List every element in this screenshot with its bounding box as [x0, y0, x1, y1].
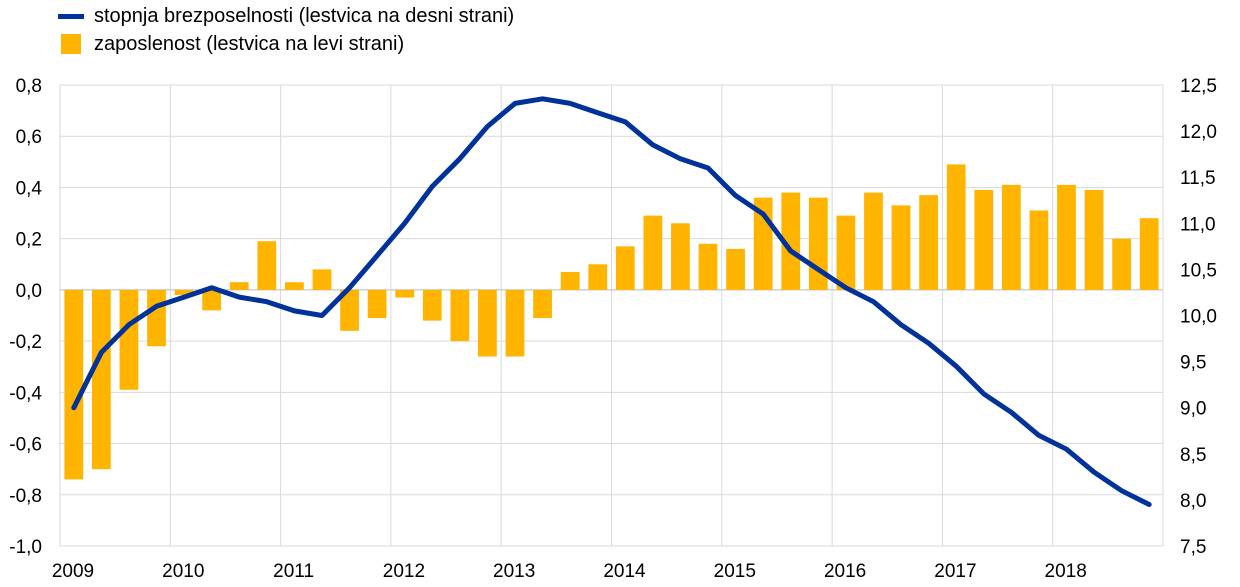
left-tick-label: -0,8 — [9, 486, 42, 507]
employment-bar — [1029, 210, 1049, 290]
left-tick-label: 0,2 — [16, 230, 42, 251]
right-tick-label: 8,5 — [1180, 445, 1206, 466]
employment-bar — [836, 215, 856, 290]
x-tick-label: 2010 — [162, 561, 204, 582]
left-tick-label: -1,0 — [9, 537, 42, 558]
employment-bar — [533, 289, 552, 319]
x-tick-label: 2016 — [824, 561, 866, 582]
right-tick-label: 10,0 — [1180, 307, 1217, 328]
employment-bar — [946, 164, 966, 290]
employment-bar — [698, 243, 718, 290]
employment-bar — [340, 289, 359, 331]
employment-bar — [285, 282, 304, 290]
employment-bar — [119, 289, 139, 390]
employment-bar — [974, 190, 994, 290]
legend-item-unemployment: stopnja brezposelnosti (lestvica na desn… — [58, 2, 514, 30]
employment-bar — [919, 195, 938, 290]
employment-bar — [229, 282, 249, 290]
left-tick-label: 0,4 — [16, 178, 43, 199]
employment-bar — [891, 205, 911, 290]
axis-layer: -1,0 -0,8 -0,6 -0,4 -0,2 0,0 0,2 0,4 0,6 0,8 7,5 8,… — [9, 76, 1217, 582]
employment-bar — [395, 289, 415, 298]
x-tick-label: 2013 — [493, 561, 535, 582]
right-tick-label: 9,0 — [1180, 399, 1206, 420]
legend-label-unemployment: stopnja brezposelnosti (lestvica na desn… — [94, 4, 515, 27]
left-tick-label: -0,4 — [9, 383, 42, 404]
legend-line-swatch — [58, 13, 84, 19]
legend-bar-swatch — [61, 34, 81, 54]
employment-bar — [505, 289, 525, 357]
employment-bar — [1084, 190, 1104, 290]
x-tick-label: 2012 — [383, 561, 425, 582]
employment-bar — [560, 271, 580, 290]
x-tick-label: 2017 — [934, 561, 976, 582]
x-tick-label: 2014 — [603, 561, 646, 582]
employment-bar — [588, 264, 608, 290]
employment-bar — [91, 289, 111, 470]
right-tick-label: 7,5 — [1180, 537, 1206, 558]
right-tick-label: 12,5 — [1180, 76, 1217, 97]
employment-bar — [422, 289, 442, 321]
employment-bar — [864, 192, 883, 290]
employment-bar — [671, 223, 690, 290]
x-tick-label: 2015 — [714, 561, 756, 582]
bar-layer — [64, 164, 1159, 480]
right-tick-label: 8,0 — [1180, 491, 1206, 512]
grid-layer — [59, 84, 1164, 547]
chart-legend: stopnja brezposelnosti (lestvica na desn… — [58, 2, 514, 58]
employment-bar — [781, 192, 801, 290]
employment-bar — [1057, 184, 1076, 290]
left-tick-label: 0,8 — [16, 76, 42, 97]
employment-bar — [174, 289, 194, 296]
left-tick-label: 0,0 — [16, 281, 42, 302]
right-tick-label: 10,5 — [1180, 260, 1217, 281]
left-tick-label: 0,6 — [16, 127, 42, 148]
employment-bar — [147, 289, 166, 347]
left-tick-label: -0,2 — [9, 332, 42, 353]
right-tick-label: 11,0 — [1180, 214, 1216, 235]
employment-bar — [367, 289, 387, 319]
employment-bar — [257, 241, 277, 290]
left-tick-label: -0,6 — [9, 435, 42, 456]
right-tick-label: 12,0 — [1180, 122, 1217, 143]
employment-bar — [1001, 184, 1021, 290]
right-tick-label: 9,5 — [1180, 353, 1206, 374]
x-tick-label: 2009 — [52, 561, 94, 582]
legend-label-employment: zaposlenost (lestvica na levi strani) — [94, 32, 405, 55]
employment-bar — [1139, 218, 1159, 290]
employment-bar — [643, 215, 663, 290]
employment-bar — [478, 289, 497, 357]
x-tick-label: 2011 — [273, 561, 314, 582]
employment-bar — [726, 248, 745, 290]
employment-bar — [312, 269, 332, 290]
legend-item-employment: zaposlenost (lestvica na levi strani) — [58, 30, 514, 58]
employment-bar — [1112, 238, 1132, 290]
employment-bar — [64, 289, 84, 480]
employment-bar — [202, 289, 222, 311]
employment-bar — [450, 289, 470, 342]
employment-bar — [615, 246, 635, 290]
x-tick-label: 2018 — [1045, 561, 1087, 582]
right-tick-label: 11,5 — [1180, 168, 1216, 189]
line-layer — [71, 96, 1152, 507]
unemployment-line — [71, 96, 1152, 507]
